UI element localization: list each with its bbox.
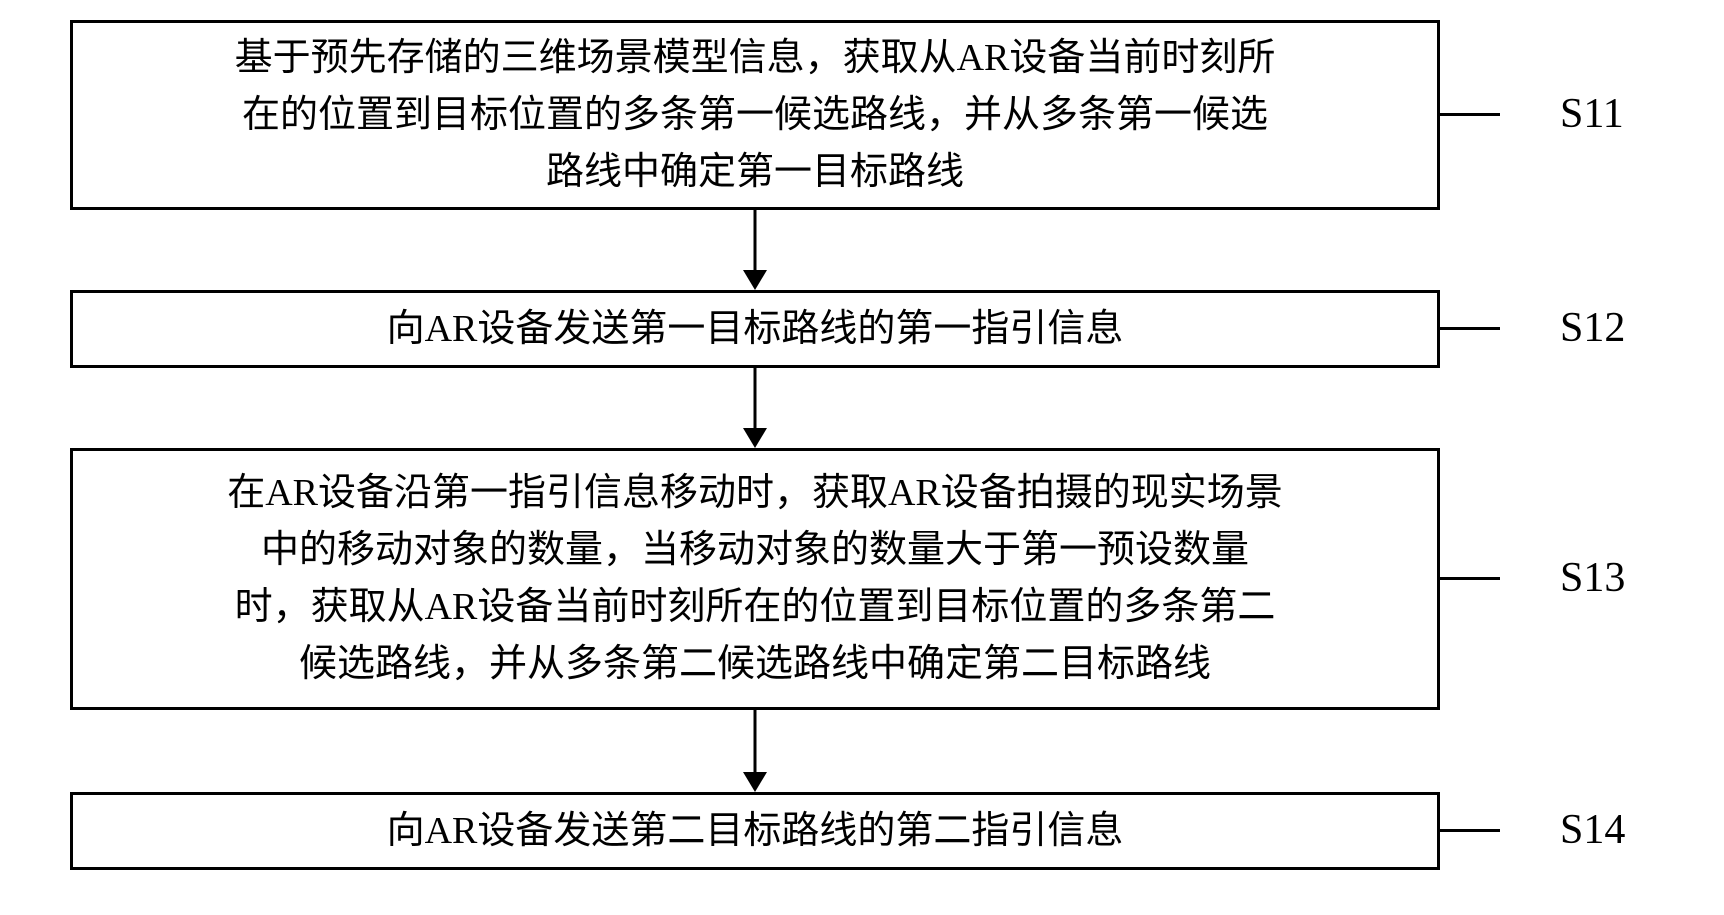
tick-s12 <box>1440 327 1500 330</box>
arrow-1-line <box>754 210 757 272</box>
label-s12: S12 <box>1560 304 1625 352</box>
arrow-3-line <box>754 710 757 774</box>
arrow-2-line <box>754 368 757 430</box>
label-s11: S11 <box>1560 90 1624 138</box>
arrow-1-head <box>743 270 767 290</box>
tick-s13 <box>1440 577 1500 580</box>
step-s11-text: 基于预先存储的三维场景模型信息，获取从AR设备当前时刻所 在的位置到目标位置的多… <box>235 30 1276 201</box>
arrow-2-head <box>743 428 767 448</box>
step-s11-box: 基于预先存储的三维场景模型信息，获取从AR设备当前时刻所 在的位置到目标位置的多… <box>70 20 1440 210</box>
label-s13: S13 <box>1560 554 1625 602</box>
step-s12-box: 向AR设备发送第一目标路线的第一指引信息 <box>70 290 1440 368</box>
step-s13-box: 在AR设备沿第一指引信息移动时，获取AR设备拍摄的现实场景 中的移动对象的数量，… <box>70 448 1440 710</box>
step-s12-text: 向AR设备发送第一目标路线的第一指引信息 <box>387 301 1124 358</box>
step-s13-text: 在AR设备沿第一指引信息移动时，获取AR设备拍摄的现实场景 中的移动对象的数量，… <box>227 465 1283 693</box>
step-s14-box: 向AR设备发送第二目标路线的第二指引信息 <box>70 792 1440 870</box>
tick-s14 <box>1440 829 1500 832</box>
step-s14-text: 向AR设备发送第二目标路线的第二指引信息 <box>387 803 1124 860</box>
arrow-3-head <box>743 772 767 792</box>
label-s14: S14 <box>1560 806 1625 854</box>
tick-s11 <box>1440 113 1500 116</box>
flowchart-canvas: 基于预先存储的三维场景模型信息，获取从AR设备当前时刻所 在的位置到目标位置的多… <box>0 0 1724 915</box>
